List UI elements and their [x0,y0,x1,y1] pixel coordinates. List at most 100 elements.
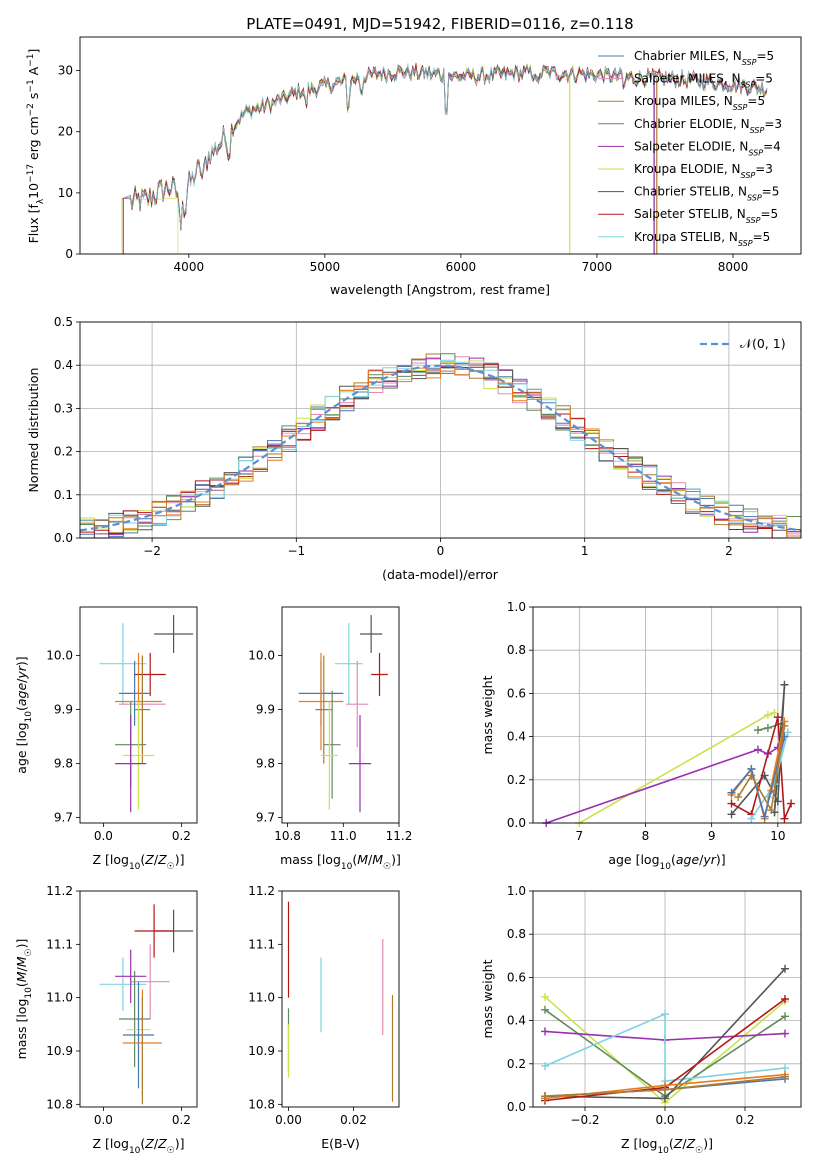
spectrum-line [129,64,768,254]
weight-line [578,712,775,824]
weight-marker [763,723,772,732]
weight-marker [661,1085,669,1094]
y-axis-label: mass weight [480,675,495,754]
age-vs-mass-panel: 10.8 11.0 11.2 9.7 9.8 9.9 10.0 mass [log10(M/M… [248,606,412,872]
y-axis-label: mass weight [480,959,495,1038]
y-axis-label: Flux [fλ10−17 erg cm−2 s−1 A−1] [26,49,46,244]
x-tick-label: 8000 [718,260,749,274]
y-axis-label: age [log10(age/yr)] [14,656,34,773]
y-tick-label: 11.1 [46,937,73,951]
weight-marker [781,1029,789,1038]
y-tick-label: 11.2 [248,884,275,898]
y-tick-label: 0.0 [54,531,73,545]
x-tick-label: 0.2 [735,1113,754,1127]
y-tick-label: 9.7 [54,811,73,825]
axes-frame [532,890,802,1108]
weight-marker [787,799,796,808]
y-tick-label: 10.9 [46,1044,73,1058]
x-tick-label: 11.0 [330,829,357,843]
legend-label: Salpeter ELODIE, NSSP=4 [634,139,781,157]
x-tick-label: −2 [143,544,161,558]
y-tick-label: 9.7 [256,811,275,825]
weight-marker [734,793,743,802]
x-axis-label: Z [log10(Z/Z☉)] [621,1136,713,1156]
x-tick-label: 4000 [174,260,205,274]
legend-label: Salpeter STELIB, NSSP=5 [634,207,778,225]
x-axis-label: E(B-V) [321,1136,360,1151]
weight-marker [541,992,549,1001]
weight-marker [780,680,789,689]
y-tick-label: 9.8 [256,757,275,771]
weight-marker [780,721,789,730]
weight-marker [661,1094,669,1103]
legend-label: Chabrier MILES, NSSP=5 [634,49,774,67]
x-tick-label: 9 [708,829,716,843]
y-tick-label: 0 [65,247,73,261]
weight-marker [541,1027,549,1036]
y-tick-label: 0.2 [54,445,73,459]
x-tick-label: −1 [287,544,305,558]
y-tick-label: 0.8 [507,643,526,657]
mass-weight-vs-age-panel: 7 8 9 10 0.0 0.2 0.4 0.6 0.8 1.0 age [log10(age/yr… [480,600,802,872]
y-tick-label: 10.8 [46,1097,73,1111]
y-tick-label: 20 [58,125,73,139]
weight-marker [767,806,776,815]
y-tick-label: 9.9 [54,703,73,717]
legend-label: Salpeter MILES, NSSP=5 [634,72,773,90]
y-tick-label: 1.0 [507,600,526,614]
y-tick-label: 0.4 [54,358,73,372]
y-tick-label: 0.3 [54,401,73,415]
y-tick-label: 0.4 [507,1014,526,1028]
x-tick-label: 0.2 [172,829,191,843]
weight-marker [727,788,736,797]
y-tick-label: 9.9 [256,703,275,717]
x-axis-label: wavelength [Angstrom, rest frame] [330,282,550,297]
gaussian-curve [79,364,802,532]
weight-line [737,725,786,813]
y-tick-label: 0.0 [507,1100,526,1114]
weight-line [544,1012,786,1082]
weight-line [730,736,786,820]
x-tick-label: 5000 [310,260,341,274]
y-tick-label: 0.6 [507,970,526,984]
mass-weight-vs-metallicity-panel: −0.2 0.0 0.2 0.0 0.2 0.4 0.6 0.8 1.0 Z [log10(Z/Z… [480,884,802,1156]
weight-marker [541,1005,549,1014]
legend-label: Chabrier ELODIE, NSSP=3 [634,117,782,135]
x-tick-label: 0.0 [94,829,113,843]
axes-frame [532,606,802,824]
y-axis-label: mass [log10(M/M☉)] [14,939,34,1060]
axes-frame [79,606,198,824]
weight-marker [541,1061,549,1070]
x-tick-label: 2 [725,544,733,558]
weight-marker [753,726,762,735]
x-tick-label: 10 [770,829,785,843]
y-tick-label: 0.1 [54,488,73,502]
y-tick-label: 10.0 [248,649,275,663]
weight-marker [541,1092,549,1101]
x-tick-label: 10.8 [274,829,301,843]
spectrum-line [123,63,768,254]
weight-marker [753,745,762,754]
x-tick-label: 0 [437,544,445,558]
y-tick-label: 0.6 [507,686,526,700]
axes-frame [79,36,802,255]
weight-marker [783,728,792,737]
y-tick-label: 1.0 [507,884,526,898]
weight-marker [727,810,736,819]
x-tick-label: 0.02 [340,1113,367,1127]
legend-label: Kroupa STELIB, NSSP=5 [634,230,770,248]
x-tick-label: 0.0 [655,1113,674,1127]
spectrum-line [129,63,768,228]
y-tick-label: 10.8 [248,1097,275,1111]
weight-marker [747,814,756,823]
weight-marker [781,964,789,973]
x-tick-label: 7 [576,829,584,843]
weight-marker [773,797,782,806]
y-tick-label: 0.8 [507,927,526,941]
x-tick-label: 1 [581,544,589,558]
y-tick-label: 0.4 [507,730,526,744]
histogram-step [80,362,801,537]
axes-frame [79,321,802,539]
x-axis-label: Z [log10(Z/Z☉)] [92,852,184,872]
weight-marker [781,1012,789,1021]
